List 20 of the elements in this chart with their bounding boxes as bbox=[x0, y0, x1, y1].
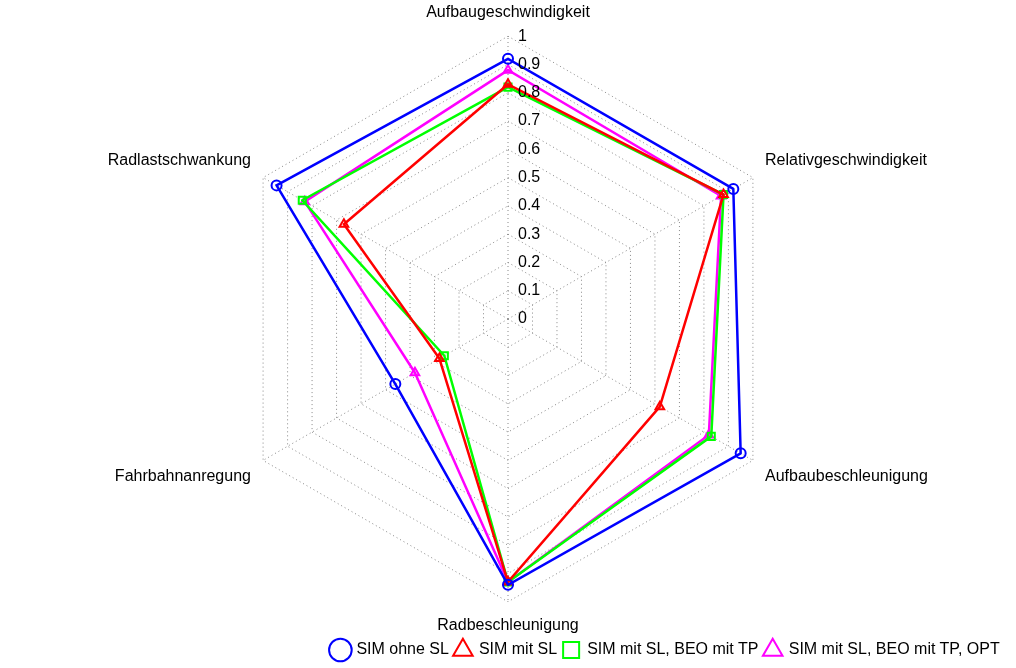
legend-label: SIM mit SL, BEO mit TP bbox=[587, 640, 759, 658]
y-tick-label: 0.4 bbox=[518, 196, 541, 214]
y-tick-label: 0.3 bbox=[518, 224, 541, 242]
spoke-label: Relativgeschwindigkeit bbox=[765, 151, 928, 169]
y-tick-label: 0.1 bbox=[518, 281, 541, 299]
y-tick-label: 0 bbox=[518, 309, 527, 327]
spoke-label: Radbeschleunigung bbox=[437, 615, 579, 633]
y-tick-label: 1 bbox=[518, 26, 527, 44]
spoke-label: Radlastschwankung bbox=[107, 151, 251, 169]
spoke-label: Aufbaubeschleunigung bbox=[765, 467, 928, 485]
legend-label: SIM mit SL, BEO mit TP, OPT bbox=[788, 640, 1000, 658]
y-tick-label: 0.9 bbox=[518, 54, 541, 72]
y-tick-label: 0.5 bbox=[518, 168, 541, 186]
spoke-label: Fahrbahnanregung bbox=[114, 467, 251, 485]
spoke-label: Aufbaugeschwindigkeit bbox=[426, 3, 591, 21]
legend-label: SIM mit SL bbox=[478, 640, 558, 658]
y-tick-label: 0.7 bbox=[518, 111, 541, 129]
y-tick-label: 0.6 bbox=[518, 139, 541, 157]
y-tick-label: 0.2 bbox=[518, 252, 541, 270]
legend-label: SIM ohne SL bbox=[356, 640, 449, 658]
